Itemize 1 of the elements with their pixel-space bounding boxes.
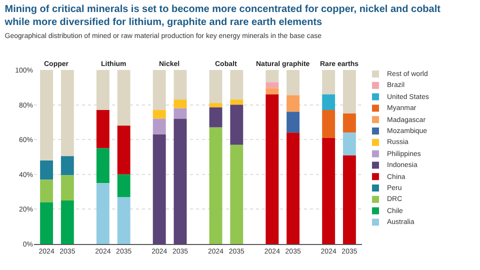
- chart-title: Mining of critical minerals is set to become more concentrated for copper, nickel and cobalt while more diversified for lithium, graphite and rare earth elements: [4, 4, 442, 28]
